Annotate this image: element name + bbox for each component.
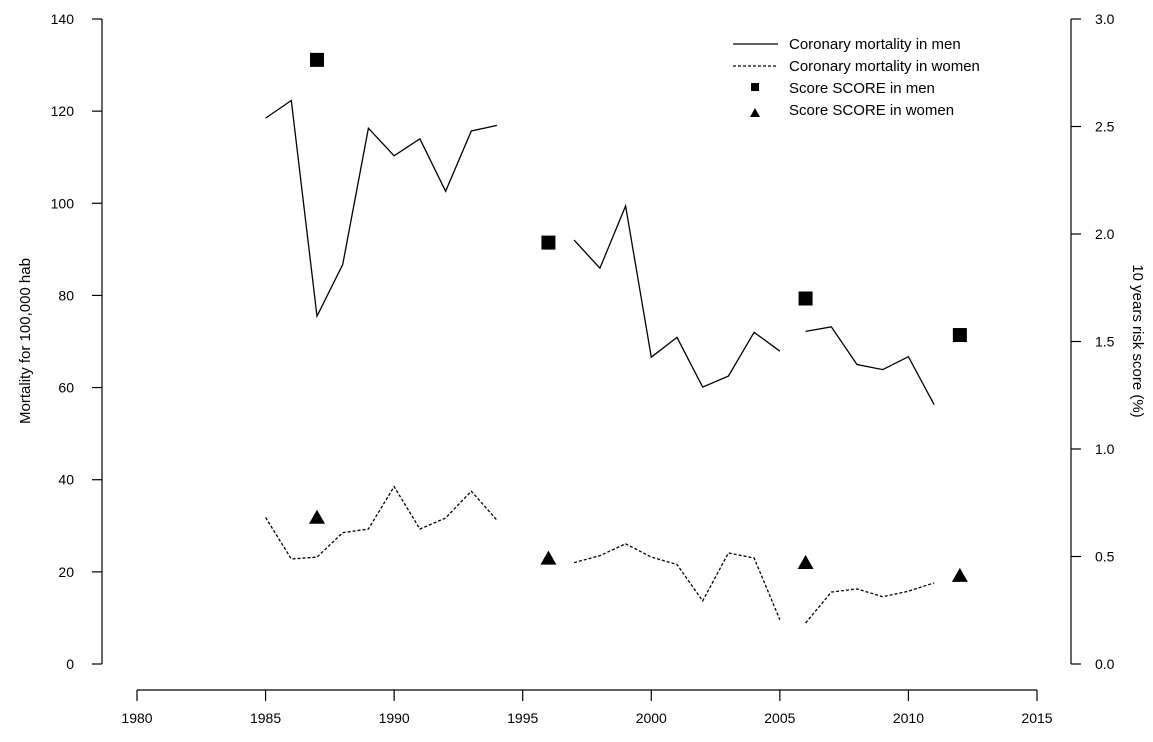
legend-label-men-mortality: Coronary mortality in men [789, 36, 961, 53]
x-tick-label: 1980 [121, 710, 152, 726]
x-tick-label: 1985 [250, 710, 281, 726]
women-score-marker [309, 509, 325, 524]
legend-swatch-square [751, 83, 759, 91]
left-tick-label: 140 [51, 11, 75, 27]
plot-area [265, 52, 968, 624]
women-score-marker [797, 554, 814, 569]
right-tick-label: 0.5 [1095, 549, 1115, 565]
legend-label-men-score: Score SCORE in men [789, 80, 935, 97]
men-score-marker [310, 52, 324, 67]
left-tick-label: 100 [51, 195, 75, 211]
right-axis-ticks: 0.0 0.5 1.0 1.5 2.0 2.5 3.0 [1071, 11, 1115, 672]
right-tick-label: 1.0 [1095, 441, 1115, 457]
men-mortality-line [265, 99, 498, 319]
legend-label-women-score: Score SCORE in women [789, 102, 954, 119]
women-mortality-line [573, 543, 781, 621]
x-tick-label: 1990 [379, 710, 410, 726]
left-tick-label: 120 [51, 103, 75, 119]
right-tick-label: 2.0 [1095, 226, 1115, 242]
women-mortality-line [805, 582, 935, 624]
x-axis-ticks: 1980 1985 1990 1995 2000 2005 2010 2015 [121, 690, 1053, 726]
women-score-marker [951, 567, 968, 582]
men-score-marker [952, 328, 967, 343]
left-axis-title: Mortality for 100,000 hab [17, 258, 34, 424]
right-tick-label: 3.0 [1095, 11, 1115, 27]
right-tick-label: 2.5 [1095, 119, 1115, 135]
left-tick-label: 0 [66, 656, 74, 672]
right-tick-label: 1.5 [1095, 334, 1115, 350]
left-axis-ticks: 0 20 40 60 80 100 120 140 [51, 11, 102, 672]
men-mortality-line [573, 203, 781, 388]
left-tick-label: 20 [58, 564, 74, 580]
right-tick-label: 0.0 [1095, 656, 1115, 672]
x-tick-label: 2010 [893, 710, 924, 726]
x-tick-label: 2005 [764, 710, 795, 726]
men-score-marker [798, 291, 813, 306]
left-tick-label: 80 [58, 287, 74, 303]
women-mortality-line [265, 485, 498, 560]
legend-label-women-mortality: Coronary mortality in women [789, 58, 980, 75]
men-mortality-line [805, 326, 935, 405]
x-tick-label: 2000 [636, 710, 667, 726]
left-tick-label: 60 [58, 380, 74, 396]
right-axis-title: 10 years risk score (%) [1129, 264, 1146, 417]
men-score-marker [541, 235, 556, 250]
x-tick-label: 1995 [507, 710, 538, 726]
women-score-marker [540, 550, 557, 565]
axes: 0 20 40 60 80 100 120 140 0.0 0.5 1.0 1.5 2.0 2.5 3.0… [17, 11, 1146, 726]
x-tick-label: 2015 [1021, 710, 1052, 726]
left-tick-label: 40 [58, 472, 74, 488]
legend-swatch-triangle [750, 108, 760, 117]
legend: Coronary mortality in men Coronary morta… [733, 36, 980, 119]
